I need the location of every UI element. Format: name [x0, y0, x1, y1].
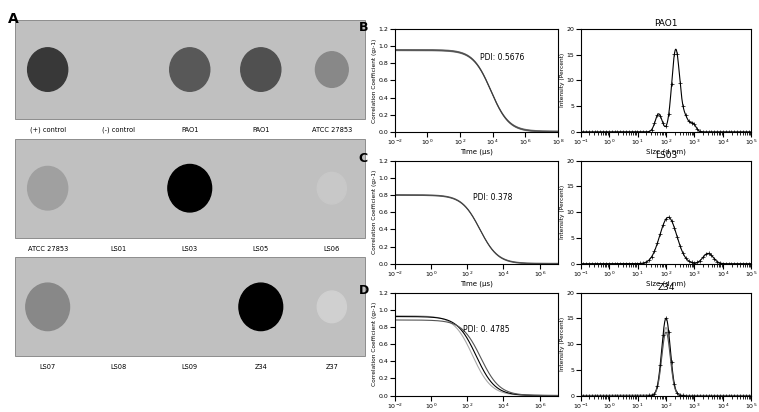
Title: LS03: LS03 [655, 151, 677, 160]
Circle shape [241, 48, 281, 91]
Text: PAO1: PAO1 [252, 127, 269, 133]
Circle shape [27, 48, 68, 91]
Y-axis label: Intensity (Percent): Intensity (Percent) [560, 53, 565, 108]
Title: PAO1: PAO1 [654, 19, 678, 28]
Text: PDI: 0. 4785: PDI: 0. 4785 [463, 325, 510, 334]
Text: LS08: LS08 [111, 364, 127, 370]
Text: B: B [359, 21, 368, 34]
Y-axis label: Correlation Coefficient (g₂-1): Correlation Coefficient (g₂-1) [372, 302, 377, 386]
X-axis label: Size (d.nm): Size (d.nm) [646, 149, 686, 155]
Text: (-) control: (-) control [102, 127, 135, 133]
Y-axis label: Intensity (Percent): Intensity (Percent) [560, 317, 565, 371]
Text: PAO1: PAO1 [181, 127, 198, 133]
Y-axis label: Correlation Coefficient (g₂-1): Correlation Coefficient (g₂-1) [372, 170, 377, 254]
Text: ATCC 27853: ATCC 27853 [27, 246, 68, 252]
Text: PDI: 0.5676: PDI: 0.5676 [480, 53, 524, 62]
Title: Z34: Z34 [657, 283, 675, 292]
X-axis label: Size (d.nm): Size (d.nm) [646, 281, 686, 287]
Bar [15, 258, 364, 356]
X-axis label: Time (μs): Time (μs) [460, 149, 493, 155]
Text: LS01: LS01 [111, 246, 127, 252]
Text: D: D [359, 284, 369, 297]
Y-axis label: Intensity (Percent): Intensity (Percent) [560, 185, 565, 239]
Text: PDI: 0.378: PDI: 0.378 [473, 193, 512, 202]
Y-axis label: Correlation Coefficient (g₂-1): Correlation Coefficient (g₂-1) [372, 38, 377, 122]
Circle shape [168, 164, 212, 212]
Text: LS09: LS09 [181, 364, 198, 370]
Circle shape [239, 283, 282, 330]
Text: A: A [8, 12, 18, 26]
Circle shape [170, 48, 209, 91]
Circle shape [26, 283, 70, 330]
Circle shape [27, 166, 68, 210]
Text: C: C [359, 152, 368, 166]
Text: LS07: LS07 [39, 364, 56, 370]
Text: LS05: LS05 [253, 246, 269, 252]
Text: Z37: Z37 [326, 364, 339, 370]
Circle shape [317, 291, 346, 323]
Text: LS06: LS06 [323, 246, 340, 252]
Text: ATCC 27853: ATCC 27853 [312, 127, 352, 133]
X-axis label: Time (μs): Time (μs) [460, 281, 493, 287]
Text: Z34: Z34 [254, 364, 267, 370]
Text: LS03: LS03 [181, 246, 198, 252]
Circle shape [317, 172, 346, 204]
Text: (+) control: (+) control [30, 127, 66, 133]
Bar [15, 139, 364, 238]
Circle shape [316, 52, 348, 87]
Bar [15, 20, 364, 119]
